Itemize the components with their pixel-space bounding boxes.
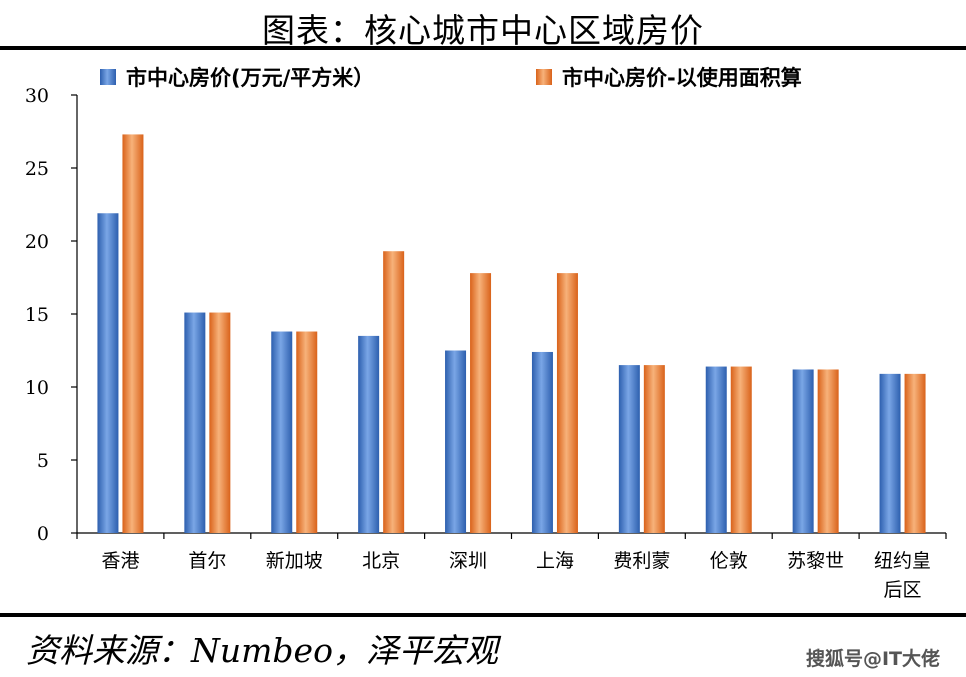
legend-swatch-series-1 — [100, 69, 116, 85]
bar-series-2 — [296, 331, 318, 533]
bar-series-1 — [792, 369, 814, 533]
y-tick-label: 15 — [25, 304, 49, 326]
bar-series-2 — [904, 373, 926, 533]
y-tick-label: 25 — [25, 158, 49, 180]
bar-series-1 — [97, 213, 119, 533]
watermark: 搜狐号@IT大佬 — [805, 648, 940, 670]
bar-series-2 — [470, 273, 492, 533]
bar-series-2 — [122, 134, 144, 534]
y-tick-label: 20 — [25, 231, 49, 253]
bar-series-2 — [383, 251, 405, 533]
bar-series-1 — [531, 351, 553, 533]
source-note: 资料来源：Numbeo，泽平宏观 — [26, 631, 498, 670]
x-category-label: 费利蒙 — [613, 550, 670, 572]
legend-label-series-2: 市中心房价-以使用面积算 — [562, 66, 802, 90]
bar-series-2 — [209, 312, 231, 533]
x-category-label: 苏黎世 — [787, 550, 844, 572]
y-tick-label: 30 — [25, 85, 49, 107]
top-divider — [0, 46, 966, 50]
x-category-label: 后区 — [884, 579, 922, 601]
bar-series-1 — [879, 373, 901, 533]
x-category-label: 香港 — [101, 550, 139, 572]
x-category-label: 首尔 — [188, 550, 226, 572]
bar-series-1 — [358, 335, 380, 533]
bar-series-2 — [730, 366, 752, 533]
x-category-label: 上海 — [536, 550, 574, 572]
bar-series-1 — [618, 365, 640, 533]
bar-series-2 — [643, 365, 665, 533]
y-tick-label: 10 — [25, 377, 49, 399]
bar-series-1 — [445, 350, 467, 533]
chart-title: 图表：核心城市中心区域房价 — [262, 11, 704, 50]
y-tick-label: 0 — [37, 523, 49, 545]
x-category-label: 深圳 — [449, 550, 487, 572]
bar-series-2 — [556, 273, 578, 533]
bar-series-1 — [271, 331, 293, 533]
x-category-label: 北京 — [362, 550, 400, 572]
bar-series-1 — [184, 312, 206, 533]
bottom-divider — [0, 613, 966, 617]
x-category-label: 新加坡 — [266, 550, 323, 572]
legend-label-series-1: 市中心房价(万元/平方米） — [126, 66, 374, 90]
x-category-label: 纽约皇 — [874, 550, 931, 572]
bar-series-2 — [817, 369, 839, 533]
bar-series-1 — [705, 366, 727, 533]
legend-swatch-series-2 — [536, 69, 552, 85]
x-category-label: 伦敦 — [710, 550, 748, 572]
y-tick-label: 5 — [37, 450, 49, 472]
